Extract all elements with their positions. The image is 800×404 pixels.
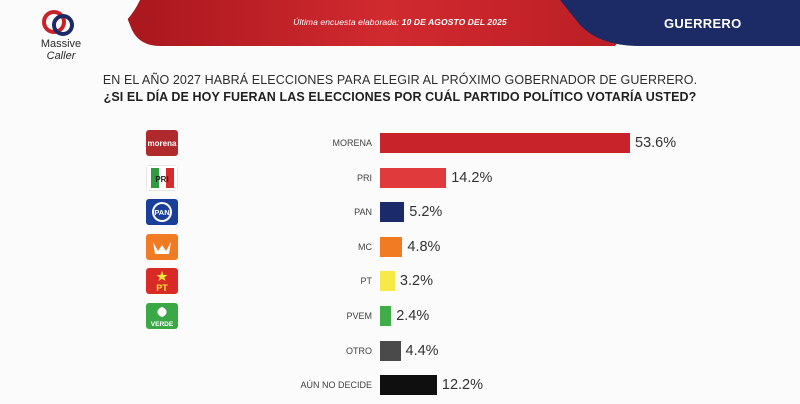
pan-logo-icon-graphic: PAN	[146, 199, 178, 226]
bar	[380, 375, 437, 396]
chart-row: VERDE PVEM 2.4%	[0, 303, 800, 329]
data-label: 2.4%	[396, 308, 430, 324]
category-label: AÚN NO DECIDE	[300, 380, 372, 391]
category-label: PAN	[354, 207, 372, 218]
data-label: 5.2%	[409, 204, 443, 221]
data-label: 4.8%	[407, 238, 441, 255]
survey-date-subtitle: Última encuesta elaborada: 10 DE AGOSTO …	[250, 14, 550, 30]
brand-name: Massive Caller	[26, 38, 96, 62]
morena-logo-icon: morena	[146, 130, 178, 156]
svg-text:VERDE: VERDE	[151, 321, 174, 328]
data-label: 14.2%	[451, 169, 493, 186]
subtitle-date: 10 DE AGOSTO DEL 2025	[401, 17, 507, 27]
mc-logo-icon	[146, 233, 178, 260]
data-label: 12.2%	[441, 377, 484, 394]
category-label: PRI	[356, 172, 372, 183]
brand-name-line1: Massive	[40, 38, 82, 50]
brand-logo: Massive Caller	[26, 8, 96, 68]
question-intro: EN EL AÑO 2027 HABRÁ ELECCIONES PARA ELE…	[102, 73, 698, 87]
bar	[380, 306, 392, 326]
category-label: PT	[360, 276, 372, 287]
category-label: MC	[358, 241, 372, 252]
pri-logo-icon-graphic: PRI	[146, 164, 178, 191]
svg-text:PAN: PAN	[154, 208, 169, 217]
chart-row: AÚN NO DECIDE 12.2%	[0, 372, 800, 398]
category-label: OTRO	[346, 345, 372, 356]
header-band: Última encuesta elaborada: 10 DE AGOSTO …	[0, 0, 800, 52]
svg-text:PRI: PRI	[155, 175, 168, 184]
svg-text:PT: PT	[156, 283, 168, 293]
pt-logo-icon: PT	[146, 268, 178, 295]
chart-row: PT PT 3.2%	[0, 268, 800, 295]
chart-row: OTRO 4.4%	[0, 338, 800, 364]
pri-logo-icon: PRI	[146, 164, 178, 191]
data-label: 53.6%	[635, 135, 677, 151]
bar	[380, 202, 405, 223]
region-label: GUERRERO	[664, 16, 742, 31]
category-label: PVEM	[346, 311, 372, 321]
bar	[380, 167, 447, 188]
morena-logo-icon-graphic: morena	[146, 130, 178, 156]
pan-logo-icon: PAN	[146, 199, 178, 226]
chart-row: morena MORENA 53.6%	[0, 130, 800, 156]
chart-row: PAN PAN 5.2%	[0, 199, 800, 226]
bar	[380, 133, 630, 153]
chart-row: PRI PRI 14.2%	[0, 164, 800, 191]
question-main: ¿SI EL DÍA DE HOY FUERAN LAS ELECCIONES …	[103, 90, 697, 104]
bar	[380, 340, 401, 361]
data-label: 3.2%	[399, 273, 433, 290]
mc-logo-icon-graphic	[146, 233, 178, 260]
pt-logo-icon-graphic: PT	[146, 268, 178, 295]
pvem-logo-icon: VERDE	[146, 303, 178, 329]
bar	[380, 271, 395, 292]
pvem-logo-icon-graphic: VERDE	[146, 303, 178, 329]
data-label: 4.4%	[405, 342, 439, 359]
subtitle-prefix: Última encuesta elaborada:	[293, 17, 400, 27]
chart-row: MC 4.8%	[0, 233, 800, 260]
massive-caller-logo-icon	[42, 10, 74, 36]
bar	[380, 236, 403, 257]
brand-name-line2: Caller	[46, 50, 76, 62]
svg-text:morena: morena	[148, 139, 177, 148]
category-label: MORENA	[332, 138, 372, 148]
